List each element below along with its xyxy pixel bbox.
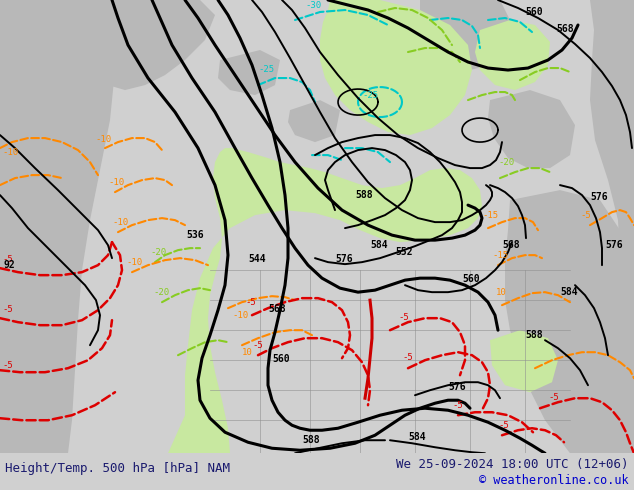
Text: 552: 552 — [395, 247, 413, 257]
Text: -5: -5 — [580, 211, 591, 220]
Text: -5: -5 — [2, 361, 13, 370]
Text: 584: 584 — [560, 287, 578, 297]
Text: -10: -10 — [126, 258, 142, 267]
Text: 536: 536 — [186, 230, 204, 240]
Text: We 25-09-2024 18:00 UTC (12+06): We 25-09-2024 18:00 UTC (12+06) — [396, 458, 629, 471]
Text: © weatheronline.co.uk: © weatheronline.co.uk — [479, 473, 629, 487]
Text: 568: 568 — [502, 240, 520, 250]
Polygon shape — [88, 0, 215, 90]
Polygon shape — [505, 190, 625, 453]
Text: 588: 588 — [525, 330, 543, 340]
Polygon shape — [320, 0, 472, 135]
Polygon shape — [490, 330, 558, 392]
Text: 568: 568 — [556, 24, 574, 34]
Text: -5: -5 — [252, 341, 262, 350]
Text: -15: -15 — [492, 251, 508, 260]
Text: -10: -10 — [108, 178, 124, 187]
Text: 560: 560 — [462, 274, 480, 284]
Text: 544: 544 — [248, 254, 266, 264]
Text: -25: -25 — [362, 91, 378, 100]
Text: -5: -5 — [2, 305, 13, 314]
Text: -5: -5 — [398, 313, 409, 322]
Text: 576: 576 — [590, 192, 607, 202]
Text: 10: 10 — [242, 348, 253, 357]
Text: 584: 584 — [408, 432, 425, 442]
Text: -5: -5 — [548, 393, 559, 402]
Text: 576: 576 — [448, 382, 465, 392]
Text: 568: 568 — [268, 304, 286, 314]
Text: -5: -5 — [2, 255, 13, 264]
Text: 560: 560 — [272, 354, 290, 364]
Text: 588: 588 — [302, 435, 320, 445]
Text: -20: -20 — [150, 248, 166, 257]
Text: -10: -10 — [95, 135, 111, 144]
Polygon shape — [218, 50, 280, 95]
Text: 584: 584 — [370, 240, 387, 250]
Text: -5: -5 — [452, 401, 463, 410]
Text: 560: 560 — [525, 7, 543, 17]
Text: -5: -5 — [498, 421, 508, 430]
Text: -25: -25 — [258, 65, 274, 74]
Text: -10: -10 — [112, 218, 128, 227]
Text: -20: -20 — [153, 288, 169, 297]
Polygon shape — [420, 0, 510, 70]
Polygon shape — [590, 0, 634, 453]
Text: 10: 10 — [496, 288, 507, 297]
Text: 576: 576 — [605, 240, 623, 250]
Text: 576: 576 — [335, 254, 353, 264]
Polygon shape — [488, 90, 575, 168]
Polygon shape — [168, 148, 482, 453]
Text: -5: -5 — [245, 298, 256, 307]
Text: -10: -10 — [232, 311, 248, 320]
Text: Height/Temp. 500 hPa [hPa] NAM: Height/Temp. 500 hPa [hPa] NAM — [5, 462, 230, 475]
Text: 92: 92 — [4, 260, 16, 270]
Polygon shape — [288, 100, 340, 142]
Text: -30: -30 — [305, 1, 321, 10]
Text: -20: -20 — [498, 158, 514, 167]
Polygon shape — [475, 20, 550, 90]
Polygon shape — [0, 0, 115, 453]
Text: 588: 588 — [355, 190, 373, 200]
Text: -15: -15 — [482, 211, 498, 220]
Text: -10: -10 — [2, 148, 18, 157]
Text: -5: -5 — [402, 353, 413, 362]
